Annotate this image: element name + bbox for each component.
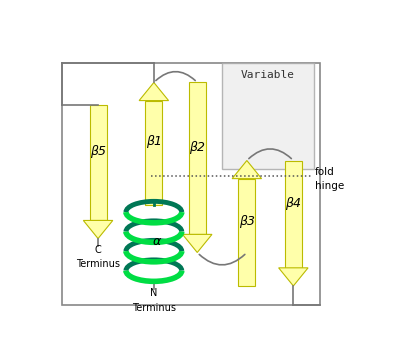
Text: Terminus: Terminus xyxy=(76,260,120,269)
Text: hinge: hinge xyxy=(315,181,344,191)
Text: β4: β4 xyxy=(285,197,301,210)
Text: N: N xyxy=(150,288,158,298)
Bar xyxy=(285,160,302,268)
Bar xyxy=(145,101,162,205)
Bar xyxy=(189,83,206,234)
Text: Variable: Variable xyxy=(241,70,295,80)
Bar xyxy=(62,63,320,306)
Polygon shape xyxy=(182,234,212,253)
Text: C: C xyxy=(95,245,102,255)
Text: Terminus: Terminus xyxy=(132,303,176,313)
Bar xyxy=(238,178,255,286)
Polygon shape xyxy=(232,160,262,178)
Text: fold: fold xyxy=(315,167,335,177)
Bar xyxy=(222,63,314,169)
Polygon shape xyxy=(83,220,113,239)
Text: β3: β3 xyxy=(239,215,255,228)
Text: β5: β5 xyxy=(90,145,106,158)
Polygon shape xyxy=(139,83,168,101)
Text: β2: β2 xyxy=(189,141,205,154)
Bar xyxy=(90,105,106,220)
Text: α: α xyxy=(153,235,161,248)
Polygon shape xyxy=(279,268,308,286)
Text: β1: β1 xyxy=(146,135,162,148)
